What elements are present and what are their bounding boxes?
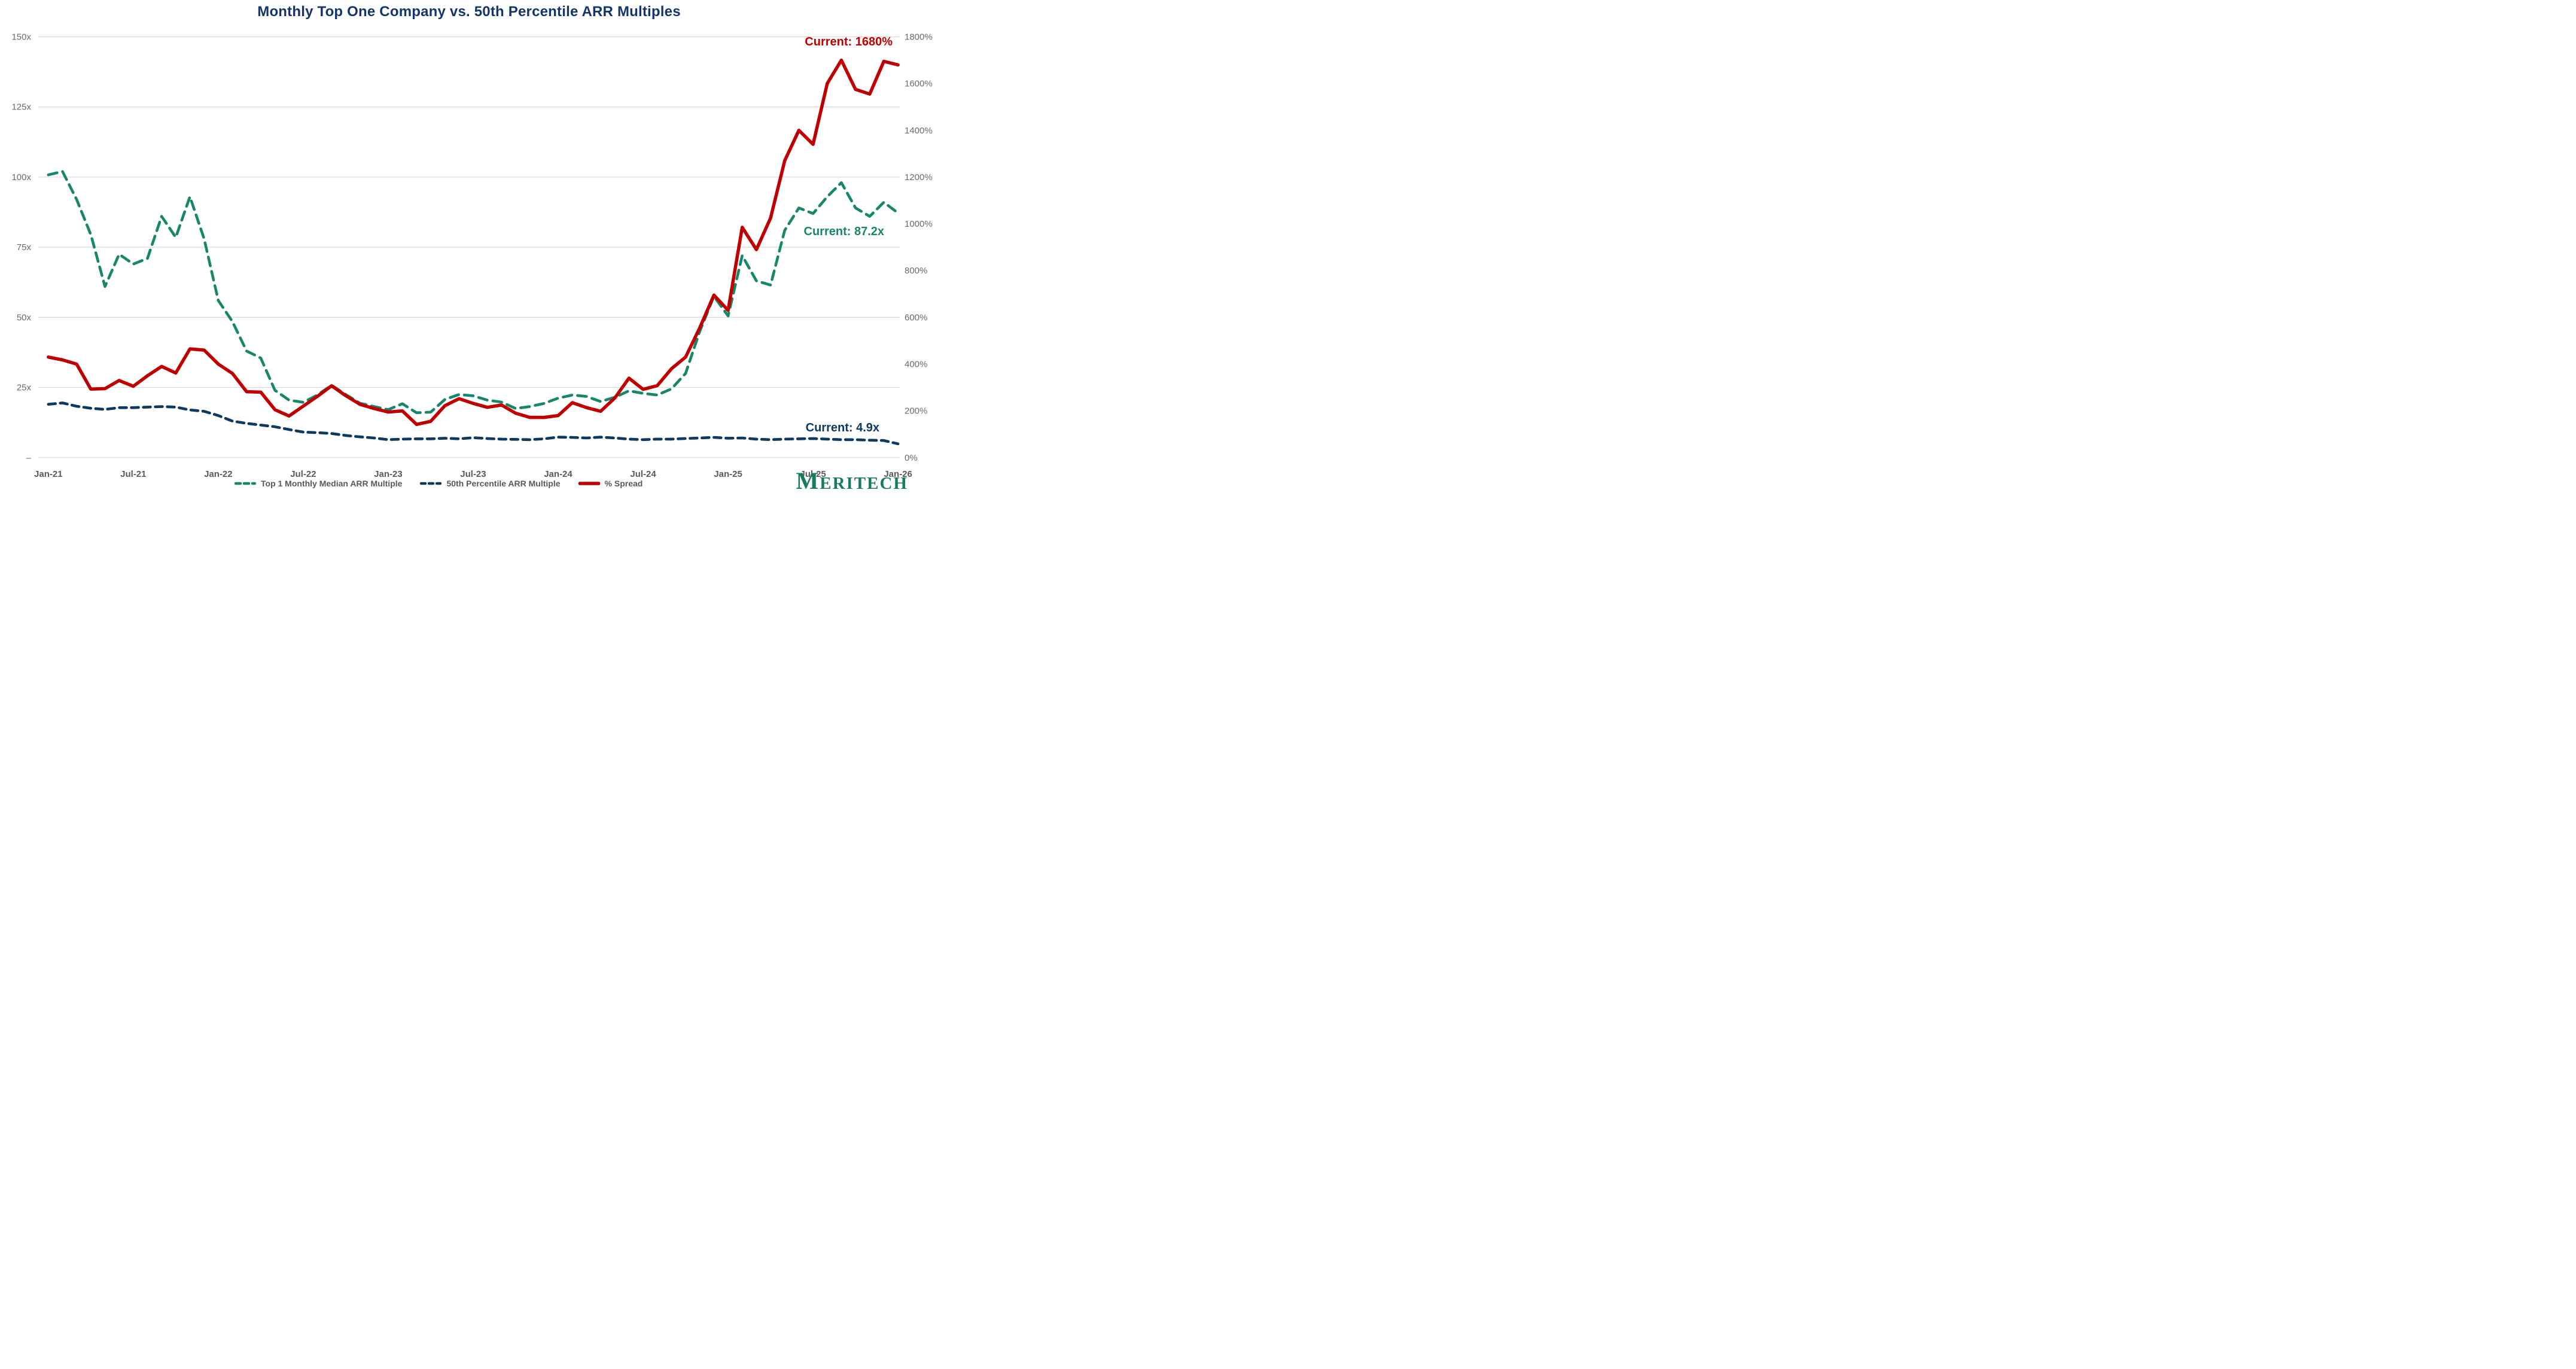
y-left-tick: 125x	[11, 102, 31, 112]
x-axis-tick: Jul-22	[290, 469, 316, 479]
series-line-top1	[47, 170, 900, 415]
y-left-tick: 75x	[17, 242, 32, 252]
line-chart-canvas: 150x 125x 100x 75x 50x 25x – 1800% 1600% 1400% 120…	[11, 32, 933, 480]
legend-swatch-navy-dashed	[420, 482, 442, 485]
x-axis-tick: Jul-23	[460, 469, 486, 479]
y-left-tick: 50x	[17, 312, 32, 323]
annotation-current-spread: Current: 1680%	[805, 35, 893, 48]
legend-swatch-red-solid	[578, 482, 600, 485]
y-left-tick: –	[26, 453, 32, 463]
meritech-logo: MERITECH	[796, 469, 908, 493]
y-left-tick: 25x	[17, 383, 32, 393]
y-left-tick: 100x	[11, 172, 31, 182]
chart-title: Monthly Top One Company vs. 50th Percent…	[257, 4, 681, 20]
y-right-tick: 600%	[905, 312, 927, 323]
legend-item-spread: % Spread	[578, 479, 643, 488]
series-line-spread	[47, 58, 900, 427]
x-axis-tick: Jan-24	[544, 469, 573, 479]
series-line-median	[47, 401, 900, 446]
chart-page: { "title": "Monthly Top One Company vs. …	[0, 0, 938, 498]
y-right-tick: 800%	[905, 266, 927, 276]
x-axis-tick: Jan-22	[204, 469, 233, 479]
x-axis-tick: Jan-23	[374, 469, 403, 479]
y-right-tick: 1400%	[905, 126, 933, 136]
y-right-tick: 1600%	[905, 79, 933, 89]
y-right-tick: 1000%	[905, 219, 933, 229]
x-axis-tick: Jan-26	[884, 469, 912, 479]
legend-item-top1: Top 1 Monthly Median ARR Multiple	[235, 479, 402, 488]
x-axis-tick: Jan-25	[714, 469, 742, 479]
x-axis-tick: Jul-21	[120, 469, 146, 479]
y-right-tick: 400%	[905, 360, 927, 370]
legend-item-median: 50th Percentile ARR Multiple	[420, 479, 561, 488]
legend-label: % Spread	[604, 479, 643, 488]
annotation-current-top1: Current: 87.2x	[803, 225, 885, 238]
y-right-tick: 1200%	[905, 172, 933, 182]
legend-label: 50th Percentile ARR Multiple	[446, 479, 561, 488]
legend-swatch-green-dashed	[235, 482, 256, 485]
logo-letter-m: M	[796, 467, 820, 494]
x-axis-tick: Jan-21	[34, 469, 63, 479]
logo-letters-rest: ERITECH	[820, 474, 908, 493]
x-axis-tick: Jul-24	[630, 469, 656, 479]
x-axis-tick: Jul-25	[800, 469, 826, 479]
y-left-tick: 150x	[11, 32, 31, 42]
y-right-tick: 0%	[905, 453, 918, 463]
chart-legend: Top 1 Monthly Median ARR Multiple 50th P…	[235, 479, 643, 488]
legend-label: Top 1 Monthly Median ARR Multiple	[261, 479, 403, 488]
y-right-tick: 200%	[905, 406, 927, 416]
y-right-tick: 1800%	[905, 32, 933, 42]
annotation-current-median: Current: 4.9x	[805, 421, 879, 434]
